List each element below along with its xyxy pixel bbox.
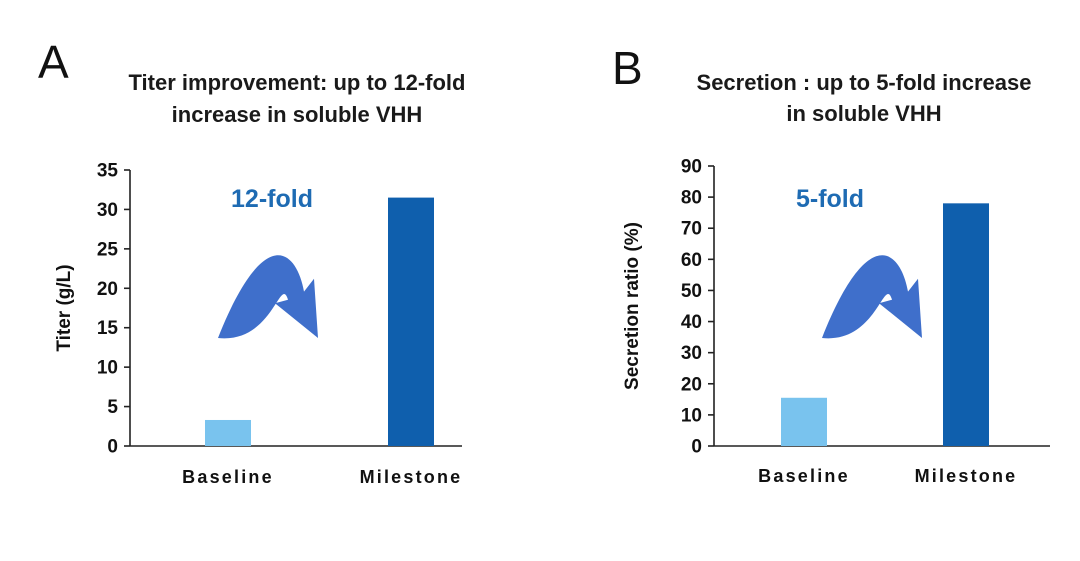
y-tick-label: 80 xyxy=(681,188,702,209)
bar-milestone xyxy=(388,197,434,446)
x-category-label: Milestone xyxy=(360,467,463,487)
fold-arrow-icon xyxy=(218,255,318,339)
y-tick-label: 60 xyxy=(681,250,702,271)
chart-title-line: Titer improvement: up to 12-fold xyxy=(129,70,466,95)
y-tick-label: 90 xyxy=(681,157,702,178)
y-axis-title: Secretion ratio (%) xyxy=(622,222,643,390)
fold-annotation: 5-fold xyxy=(796,185,864,213)
y-tick-label: 10 xyxy=(681,405,702,426)
y-tick-label: 40 xyxy=(681,312,702,333)
bar-baseline xyxy=(781,397,827,446)
fold-arrow-icon xyxy=(822,255,922,339)
y-tick-label: 0 xyxy=(107,437,118,458)
chart-title-line: Secretion : up to 5-fold increase xyxy=(697,70,1032,95)
panel-letter: A xyxy=(38,36,69,88)
y-tick-label: 15 xyxy=(97,318,119,339)
y-tick-label: 20 xyxy=(97,279,118,300)
chart-title-line: in soluble VHH xyxy=(786,101,941,126)
fold-annotation: 12-fold xyxy=(231,185,313,213)
y-tick-label: 35 xyxy=(97,161,119,182)
y-tick-label: 30 xyxy=(97,200,118,221)
panel-b: B Secretion : up to 5-fold increase in sol… xyxy=(612,42,1050,486)
x-category-label: Baseline xyxy=(182,467,274,487)
y-tick-label: 0 xyxy=(691,437,702,458)
y-tick-label: 20 xyxy=(681,374,702,395)
panel-a: A Titer improvement: up to 12-fold increas… xyxy=(38,36,465,487)
bar-milestone xyxy=(943,203,989,446)
y-axis-title: Titer (g/L) xyxy=(54,264,75,351)
y-tick-label: 25 xyxy=(97,239,119,260)
y-tick-label: 10 xyxy=(97,358,118,379)
y-tick-label: 5 xyxy=(107,397,118,418)
bar-baseline xyxy=(205,419,251,446)
x-category-label: Milestone xyxy=(915,466,1018,486)
y-tick-label: 30 xyxy=(681,343,702,364)
panel-letter: B xyxy=(612,42,643,94)
y-tick-label: 50 xyxy=(681,281,702,302)
x-category-label: Baseline xyxy=(758,466,850,486)
chart-title-line: increase in soluble VHH xyxy=(172,102,423,127)
y-tick-label: 70 xyxy=(681,219,702,240)
